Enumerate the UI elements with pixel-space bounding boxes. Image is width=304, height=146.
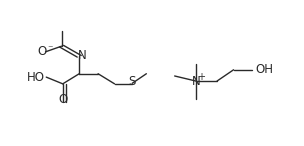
Text: N: N — [192, 75, 201, 88]
Text: OH: OH — [255, 63, 273, 76]
Text: +: + — [197, 72, 205, 82]
Text: N: N — [78, 49, 86, 62]
Text: HO: HO — [27, 71, 45, 84]
Text: O: O — [58, 93, 67, 106]
Text: ⁻: ⁻ — [47, 44, 53, 54]
Text: S: S — [129, 75, 136, 88]
Text: O: O — [37, 45, 47, 58]
